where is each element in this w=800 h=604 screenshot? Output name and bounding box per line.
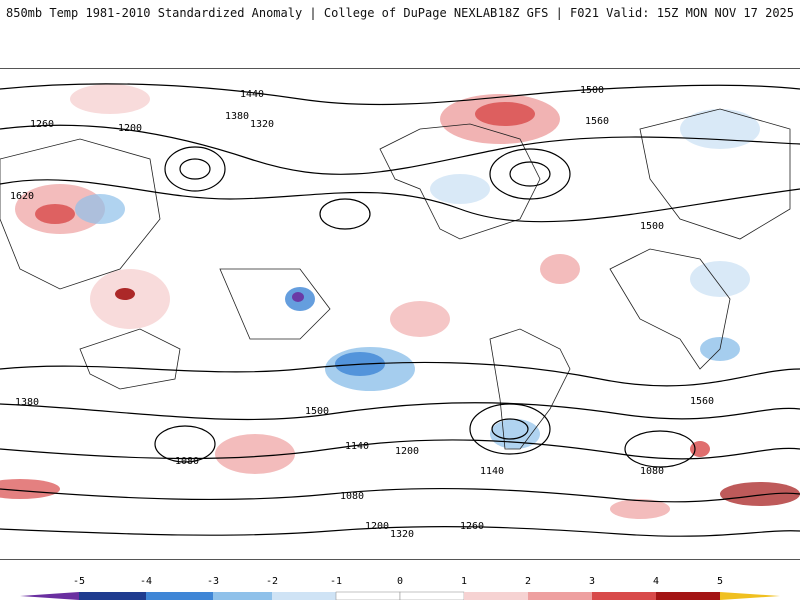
contour-label: 1320 bbox=[390, 529, 414, 540]
colorbar-tick-label: -4 bbox=[140, 576, 152, 587]
height-contours bbox=[0, 83, 800, 537]
contour-label: 1200 bbox=[118, 123, 142, 134]
contour-label: 1260 bbox=[30, 119, 54, 130]
colorbar-tick-label: -5 bbox=[73, 576, 85, 587]
contour-label: 1080 bbox=[640, 466, 664, 477]
contour-label: 1500 bbox=[640, 221, 664, 232]
model-run-info: 18Z GFS | F021 Valid: 15Z MON NOV 17 202… bbox=[497, 6, 794, 20]
anomaly-map: 1440 1380 1260 1200 1320 1500 1560 1620 … bbox=[0, 83, 800, 540]
contour-label: 1500 bbox=[305, 406, 329, 417]
colorbar-tick-label: 3 bbox=[589, 576, 595, 587]
contour-label: 1260 bbox=[460, 521, 484, 532]
contour-label: 1140 bbox=[480, 466, 504, 477]
colorbar-tick-label: 4 bbox=[653, 576, 659, 587]
contour-label: 1140 bbox=[345, 441, 369, 452]
contour-label: 1320 bbox=[250, 119, 274, 130]
contour-label: 1560 bbox=[585, 116, 609, 127]
colorbar-tick-labels: -5 -4 -3 -2 -1 0 1 2 3 4 5 bbox=[73, 576, 723, 587]
anomaly-shading bbox=[0, 84, 800, 519]
contour-label: 1560 bbox=[690, 396, 714, 407]
contour-label: 1380 bbox=[15, 397, 39, 408]
header: 850mb Temp 1981-2010 Standardized Anomal… bbox=[0, 0, 800, 30]
map-title: 850mb Temp 1981-2010 Standardized Anomal… bbox=[6, 6, 498, 20]
map-panel: 1440 1380 1260 1200 1320 1500 1560 1620 … bbox=[0, 68, 800, 560]
colorbar-tick-label: 0 bbox=[397, 576, 403, 587]
colorbar-tick-label: -3 bbox=[207, 576, 219, 587]
contour-label: 1080 bbox=[175, 456, 199, 467]
contour-labels: 1440 1380 1260 1200 1320 1500 1560 1620 … bbox=[10, 85, 714, 540]
contour-label: 1380 bbox=[225, 111, 249, 122]
anomaly-colorbar: -5 -4 -3 -2 -1 0 1 2 3 4 5 bbox=[0, 574, 800, 601]
contour-label: 1500 bbox=[580, 85, 604, 96]
contour-label: 1620 bbox=[10, 191, 34, 202]
colorbar-tick-label: 5 bbox=[717, 576, 723, 587]
colorbar-tick-label: 1 bbox=[461, 576, 467, 587]
contour-label: 1200 bbox=[395, 446, 419, 457]
colorbar-tick-label: 2 bbox=[525, 576, 531, 587]
contour-label: 1080 bbox=[340, 491, 364, 502]
contour-label: 1200 bbox=[365, 521, 389, 532]
contour-label: 1440 bbox=[240, 89, 264, 100]
continent-outlines bbox=[0, 108, 791, 450]
colorbar-tick-label: -2 bbox=[266, 576, 278, 587]
colorbar-bands bbox=[20, 591, 780, 601]
colorbar-tick-label: -1 bbox=[330, 576, 342, 587]
